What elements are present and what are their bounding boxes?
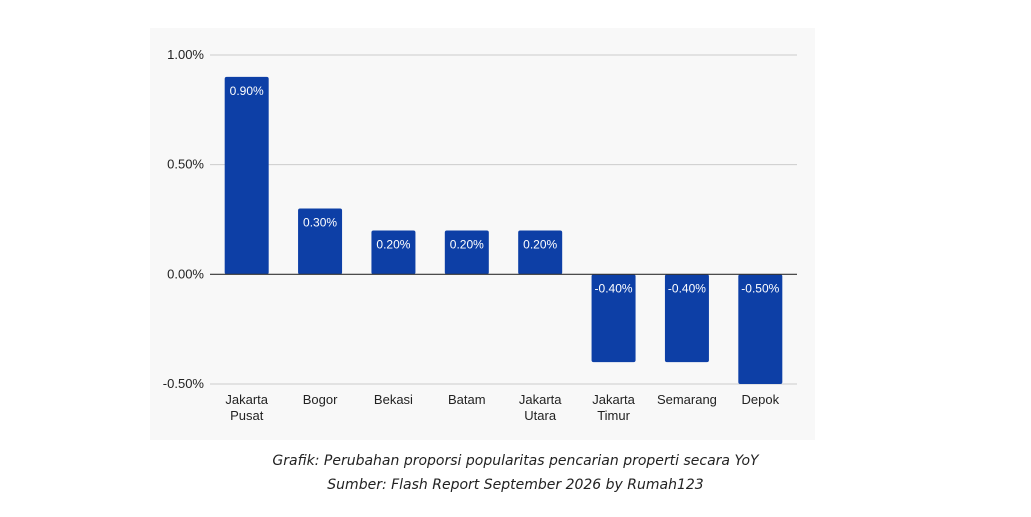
bar (738, 274, 783, 384)
bar (664, 274, 709, 363)
x-category-label: Batam (448, 392, 486, 407)
bar (444, 230, 489, 275)
x-category-label: Timur (597, 408, 630, 423)
bar (591, 274, 636, 363)
bar (224, 76, 269, 275)
y-tick-label: 1.00% (167, 47, 204, 62)
bar (298, 208, 343, 275)
bar-value-label: 0.20% (523, 237, 557, 251)
bar-value-label: 0.30% (303, 216, 337, 230)
y-tick-label: 0.00% (167, 266, 204, 281)
bar-value-label: -0.50% (741, 281, 779, 295)
bar-value-label: 0.20% (450, 237, 484, 251)
x-category-label: Bogor (303, 392, 338, 407)
chart-panel: 1.00% 0.50% 0.00% -0.50% 0.90% Jakarta Pusat 0.… (150, 28, 815, 440)
chart-source: Sumber: Flash Report September 2026 by R… (327, 477, 704, 493)
x-category-label: Utara (524, 408, 557, 423)
y-tick-label: 0.50% (167, 157, 204, 172)
x-category-label: Jakarta (519, 392, 562, 407)
x-category-label: Bekasi (374, 392, 413, 407)
bar-chart: 1.00%0.50%0.00%-0.50%0.90%JakartaPusat0.… (163, 47, 797, 423)
x-category-label: Semarang (657, 392, 717, 407)
x-category-label: Jakarta (225, 392, 268, 407)
bar-value-label: 0.20% (376, 237, 410, 251)
bar (371, 230, 416, 275)
bar (518, 230, 563, 275)
bar-value-label: 0.90% (230, 84, 264, 98)
bar-value-label: -0.40% (668, 281, 706, 295)
x-category-label: Jakarta (592, 392, 635, 407)
bar-value-label: -0.40% (595, 281, 633, 295)
y-tick-label: -0.50% (163, 376, 205, 391)
chart-caption: Grafik: Perubahan proporsi popularitas p… (272, 453, 759, 469)
x-category-label: Pusat (230, 408, 264, 423)
x-category-label: Depok (742, 392, 780, 407)
